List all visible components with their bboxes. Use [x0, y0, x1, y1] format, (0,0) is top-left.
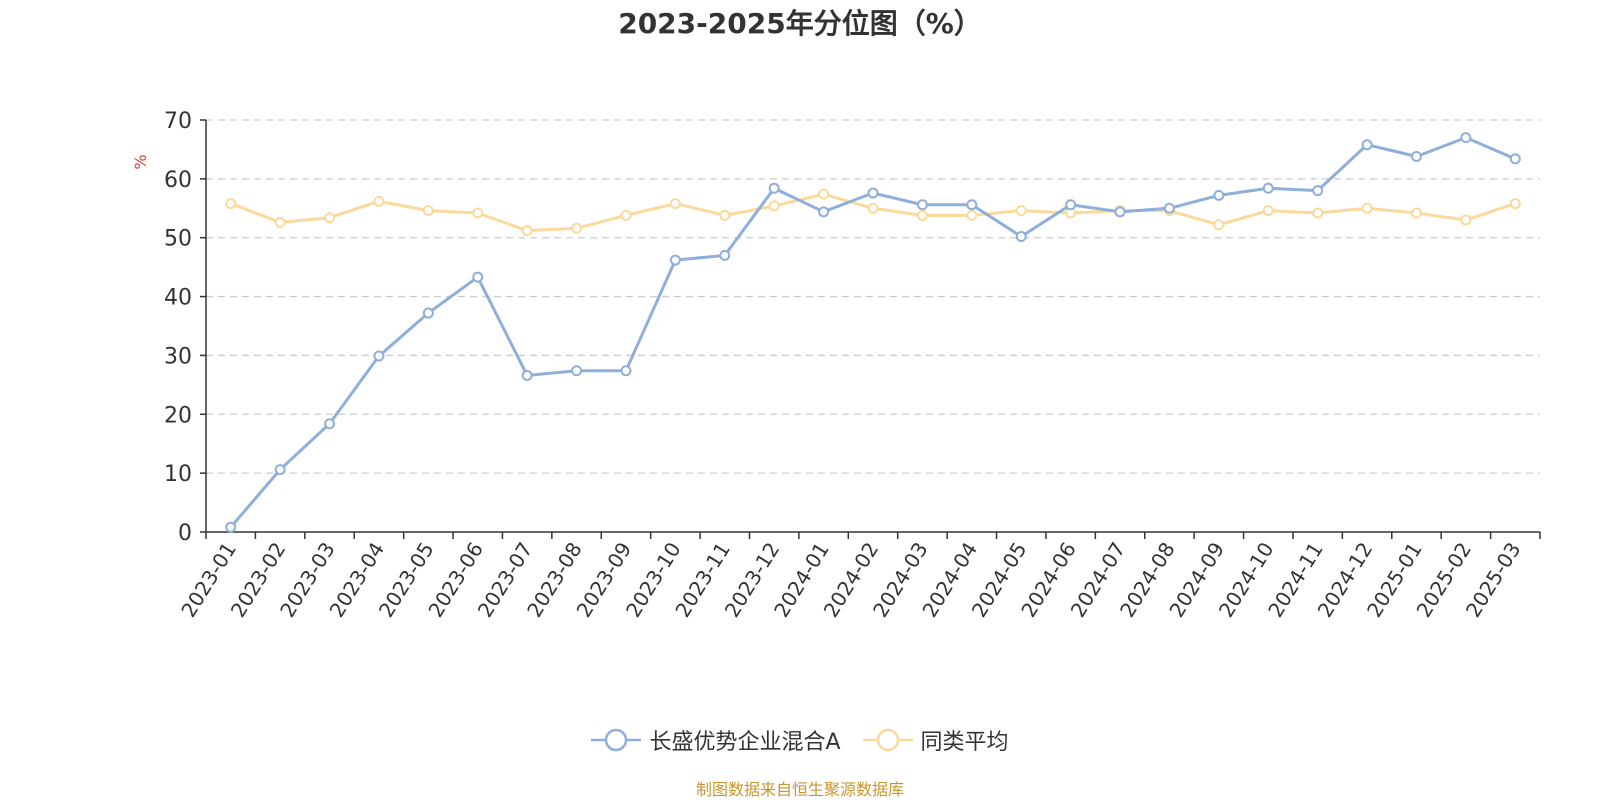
data-point	[1213, 189, 1225, 201]
data-point	[1213, 219, 1225, 231]
data-point	[472, 207, 484, 219]
source-note: 制图数据来自恒生聚源数据库	[695, 780, 904, 799]
legend-label: 同类平均	[920, 730, 1009, 755]
data-point	[1509, 198, 1521, 210]
legend: 长盛优势企业混合A 同类平均	[0, 724, 1600, 756]
data-point	[1262, 205, 1274, 217]
legend-marker	[876, 728, 899, 752]
series-0	[225, 132, 1521, 533]
grid-lines	[206, 119, 1540, 474]
data-point	[1114, 206, 1126, 218]
data-point	[620, 209, 632, 221]
data-point	[274, 216, 286, 228]
data-point	[521, 225, 533, 237]
data-point	[1015, 231, 1027, 243]
data-point	[1262, 182, 1274, 194]
data-point	[620, 365, 632, 377]
data-point	[1361, 139, 1373, 151]
data-point	[1163, 202, 1175, 214]
data-point	[1410, 150, 1422, 162]
data-point	[916, 199, 928, 211]
data-point	[719, 209, 731, 221]
y-tick-label: 20	[164, 403, 192, 428]
data-point	[324, 418, 336, 430]
legend-label: 长盛优势企业混合A	[649, 730, 841, 755]
y-tick-label: 30	[164, 344, 192, 369]
data-point	[768, 182, 780, 194]
data-point	[966, 199, 978, 211]
data-point	[225, 198, 237, 210]
data-point	[571, 222, 583, 234]
series-1	[225, 188, 1521, 237]
data-point	[1015, 205, 1027, 217]
data-point	[1410, 207, 1422, 219]
data-point	[719, 249, 731, 261]
data-point	[324, 212, 336, 224]
data-point	[571, 365, 583, 377]
data-point	[373, 350, 385, 362]
data-point	[225, 521, 237, 533]
legend-line-marker-icon	[591, 728, 642, 752]
legend-item[interactable]: 同类平均	[862, 724, 1009, 756]
data-point	[274, 464, 286, 476]
y-tick-label: 70	[164, 109, 192, 134]
data-point	[422, 205, 434, 217]
data-point	[1361, 202, 1373, 214]
y-tick-label: 10	[164, 462, 192, 487]
data-point	[818, 206, 830, 218]
legend-item[interactable]: 长盛优势企业混合A	[591, 724, 841, 756]
y-tick-label: 50	[164, 227, 192, 252]
data-point	[966, 209, 978, 221]
data-point	[422, 307, 434, 319]
data-point	[1312, 207, 1324, 219]
y-tick-label: 0	[178, 521, 192, 546]
chart-title: 2023-2025年分位图（%）	[618, 7, 982, 40]
y-tick-label: 60	[164, 168, 192, 193]
data-point	[1065, 199, 1077, 211]
data-point	[669, 254, 681, 266]
data-point	[669, 198, 681, 210]
data-point	[521, 369, 533, 381]
data-point	[1509, 153, 1521, 165]
data-point	[818, 188, 830, 200]
data-point	[768, 200, 780, 212]
data-point	[867, 187, 879, 199]
data-point	[916, 209, 928, 221]
data-point	[1460, 132, 1472, 144]
data-point	[472, 271, 484, 283]
data-point	[867, 202, 879, 214]
legend-line-marker-icon	[862, 728, 913, 752]
data-point	[1460, 214, 1472, 226]
legend-marker	[605, 728, 628, 752]
y-tick-label: 40	[164, 286, 192, 311]
y-axis-unit-label: %	[131, 154, 150, 169]
data-point	[373, 195, 385, 207]
series	[225, 132, 1521, 533]
data-point	[1312, 185, 1324, 197]
